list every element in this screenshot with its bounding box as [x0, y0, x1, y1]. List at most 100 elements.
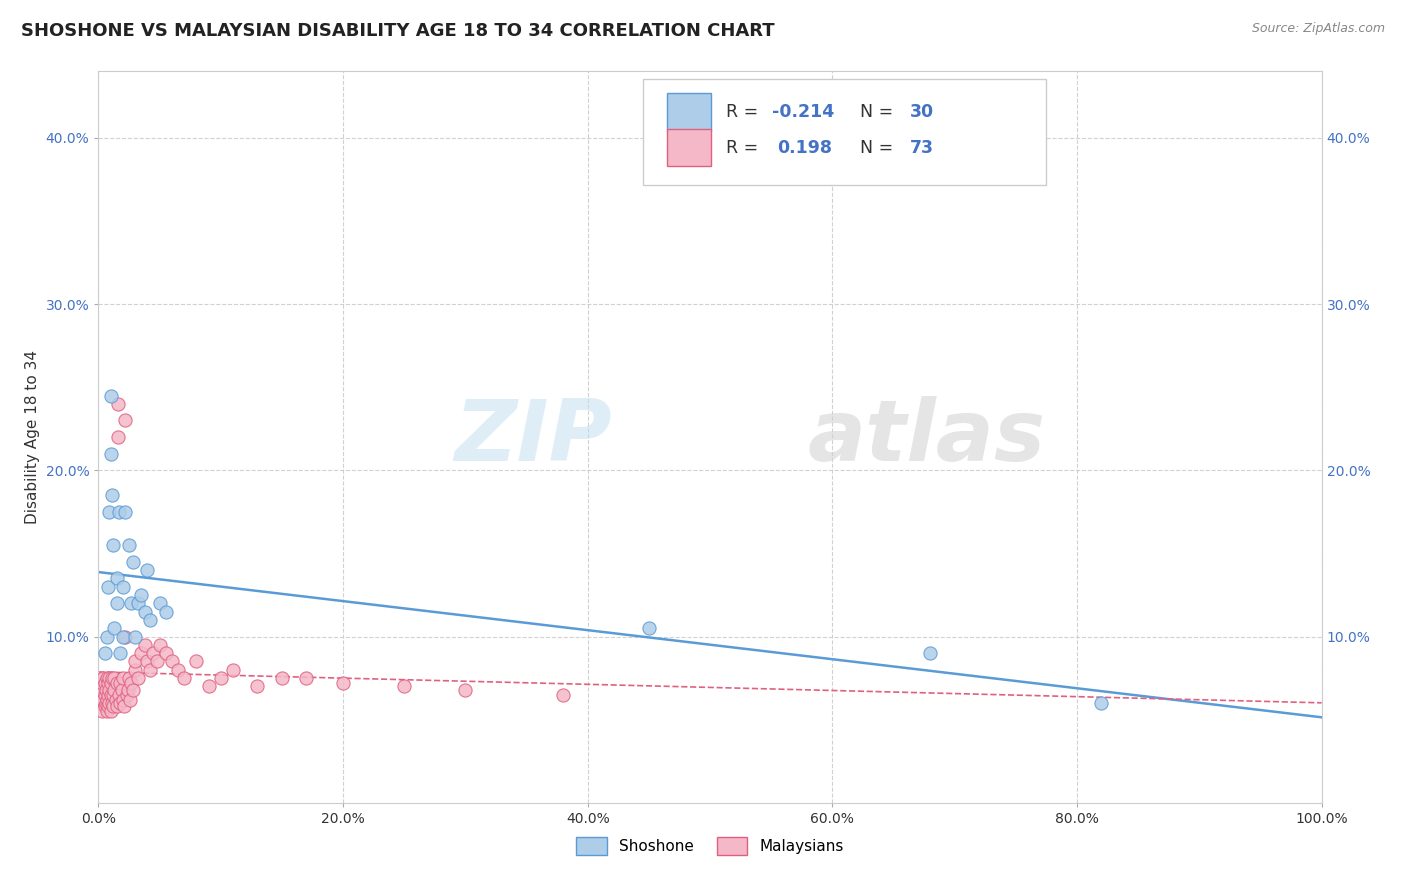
Point	[121, 682, 143, 697]
Text: R =: R =	[725, 139, 763, 157]
Point	[97, 699, 120, 714]
Text: R =: R =	[725, 103, 763, 121]
Point	[97, 676, 120, 690]
Point	[91, 676, 114, 690]
Point	[103, 621, 125, 635]
Text: -0.214: -0.214	[772, 103, 835, 121]
Point	[124, 663, 146, 677]
Point	[98, 682, 121, 697]
Point	[117, 682, 139, 697]
Text: N =: N =	[860, 139, 900, 157]
FancyBboxPatch shape	[668, 94, 711, 130]
Point	[90, 682, 112, 697]
Point	[197, 680, 219, 694]
Point	[120, 596, 142, 610]
Point	[100, 388, 122, 402]
Point	[101, 699, 124, 714]
Point	[149, 638, 172, 652]
Point	[105, 571, 128, 585]
Point	[93, 699, 115, 714]
Point	[160, 655, 183, 669]
Point	[270, 671, 294, 685]
Point	[94, 682, 117, 697]
Point	[134, 638, 156, 652]
Point	[129, 588, 152, 602]
Point	[167, 663, 190, 677]
Point	[93, 646, 115, 660]
Point	[104, 692, 127, 706]
Point	[96, 692, 118, 706]
Point	[121, 555, 143, 569]
Point	[96, 630, 118, 644]
Text: N =: N =	[860, 103, 900, 121]
Point	[91, 671, 114, 685]
Point	[129, 646, 152, 660]
Point	[101, 671, 124, 685]
Point	[134, 605, 156, 619]
Point	[136, 655, 159, 669]
Point	[107, 430, 129, 444]
Point	[105, 676, 128, 690]
Point	[173, 671, 195, 685]
Point	[392, 680, 416, 694]
Point	[111, 671, 134, 685]
Point	[96, 705, 118, 719]
Point	[155, 646, 177, 660]
Text: 0.198: 0.198	[778, 139, 832, 157]
Text: 73: 73	[910, 139, 934, 157]
Point	[100, 447, 122, 461]
Point	[98, 671, 121, 685]
Point	[146, 655, 169, 669]
Point	[124, 655, 146, 669]
Point	[114, 630, 136, 644]
Point	[637, 621, 661, 635]
Point	[98, 696, 121, 710]
Point	[96, 671, 118, 685]
FancyBboxPatch shape	[668, 129, 711, 167]
Point	[118, 538, 141, 552]
Point	[91, 692, 114, 706]
Point	[186, 655, 208, 669]
Text: ZIP: ZIP	[454, 395, 612, 479]
Point	[107, 397, 129, 411]
Point	[332, 676, 354, 690]
Point	[149, 596, 172, 610]
Point	[103, 682, 125, 697]
Text: SHOSHONE VS MALAYSIAN DISABILITY AGE 18 TO 34 CORRELATION CHART: SHOSHONE VS MALAYSIAN DISABILITY AGE 18 …	[21, 22, 775, 40]
FancyBboxPatch shape	[643, 78, 1046, 185]
Point	[111, 580, 134, 594]
Point	[115, 688, 138, 702]
Point	[91, 705, 114, 719]
Point	[142, 646, 165, 660]
Point	[112, 699, 135, 714]
Point	[111, 682, 134, 697]
Y-axis label: Disability Age 18 to 34: Disability Age 18 to 34	[25, 350, 39, 524]
Point	[155, 605, 177, 619]
Point	[98, 505, 121, 519]
Point	[101, 696, 124, 710]
Text: atlas: atlas	[808, 395, 1046, 479]
Point	[110, 676, 132, 690]
Point	[139, 613, 162, 627]
Point	[108, 688, 131, 702]
Point	[127, 596, 149, 610]
Text: 30: 30	[910, 103, 934, 121]
Point	[139, 663, 162, 677]
Point	[101, 538, 124, 552]
Point	[108, 505, 131, 519]
Point	[120, 676, 142, 690]
Point	[93, 676, 115, 690]
Point	[1090, 696, 1112, 710]
Point	[110, 696, 132, 710]
Point	[120, 692, 142, 706]
Point	[101, 688, 124, 702]
Point	[100, 705, 122, 719]
Legend: Shoshone, Malaysians: Shoshone, Malaysians	[569, 831, 851, 861]
Point	[920, 646, 942, 660]
Point	[111, 630, 134, 644]
Point	[94, 696, 117, 710]
Point	[118, 671, 141, 685]
Point	[295, 671, 318, 685]
Point	[114, 505, 136, 519]
Point	[97, 580, 120, 594]
